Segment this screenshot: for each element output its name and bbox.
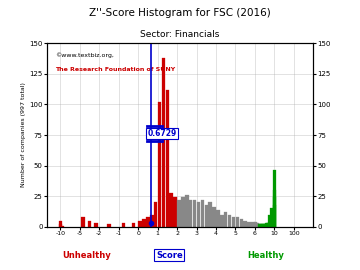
Text: Healthy: Healthy xyxy=(247,251,284,260)
Bar xyxy=(107,224,111,227)
Bar xyxy=(59,224,62,227)
Bar xyxy=(181,197,185,227)
Bar xyxy=(260,224,264,227)
Bar xyxy=(158,102,161,227)
Y-axis label: Number of companies (997 total): Number of companies (997 total) xyxy=(21,83,26,187)
Bar xyxy=(138,221,142,227)
Bar xyxy=(267,223,271,227)
Bar xyxy=(204,205,208,227)
Bar xyxy=(243,221,247,227)
Bar xyxy=(162,58,165,227)
Bar xyxy=(197,202,200,227)
Bar xyxy=(166,90,169,227)
Bar xyxy=(122,223,125,227)
Bar xyxy=(257,224,261,227)
Text: Unhealthy: Unhealthy xyxy=(62,251,111,260)
Bar xyxy=(94,223,98,227)
Bar xyxy=(264,224,268,227)
Bar xyxy=(177,200,181,227)
Text: The Research Foundation of SUNY: The Research Foundation of SUNY xyxy=(55,67,175,72)
Bar xyxy=(261,224,265,227)
Text: Score: Score xyxy=(156,251,183,260)
Bar xyxy=(232,217,235,227)
Bar xyxy=(260,224,263,227)
Bar xyxy=(258,224,262,227)
Bar xyxy=(253,222,257,227)
Text: Z''-Score Histogram for FSC (2016): Z''-Score Histogram for FSC (2016) xyxy=(89,8,271,18)
Bar xyxy=(235,217,239,227)
Bar xyxy=(273,197,276,227)
Bar xyxy=(59,221,62,227)
Bar xyxy=(265,223,269,227)
Bar xyxy=(228,215,231,227)
Bar xyxy=(185,195,189,227)
Bar xyxy=(239,220,243,227)
Bar xyxy=(142,220,146,227)
Bar xyxy=(81,217,85,227)
Bar xyxy=(60,225,64,227)
Bar xyxy=(247,222,251,227)
Bar xyxy=(201,200,204,227)
Text: Sector: Financials: Sector: Financials xyxy=(140,30,220,39)
Bar xyxy=(216,210,220,227)
Bar xyxy=(268,215,271,227)
Bar xyxy=(132,223,135,227)
Bar xyxy=(150,215,154,227)
Bar xyxy=(154,202,157,227)
Bar xyxy=(174,197,177,227)
Bar xyxy=(255,223,258,227)
Bar xyxy=(263,224,267,227)
Bar xyxy=(270,208,274,227)
Bar xyxy=(224,212,228,227)
Bar xyxy=(212,207,216,227)
Bar xyxy=(170,193,173,227)
Text: ©www.textbiz.org,: ©www.textbiz.org, xyxy=(55,52,114,58)
Bar xyxy=(273,205,276,227)
Text: 0.6729: 0.6729 xyxy=(148,129,177,138)
Bar xyxy=(193,200,196,227)
Bar xyxy=(208,202,212,227)
Bar xyxy=(256,223,259,227)
Bar xyxy=(266,223,270,227)
Bar xyxy=(220,215,224,227)
Bar xyxy=(146,217,150,227)
Bar xyxy=(189,200,193,227)
Bar xyxy=(251,222,255,227)
Bar xyxy=(257,224,260,227)
Bar xyxy=(262,224,266,227)
Bar xyxy=(273,190,276,227)
Bar xyxy=(88,221,91,227)
Bar xyxy=(273,170,276,227)
